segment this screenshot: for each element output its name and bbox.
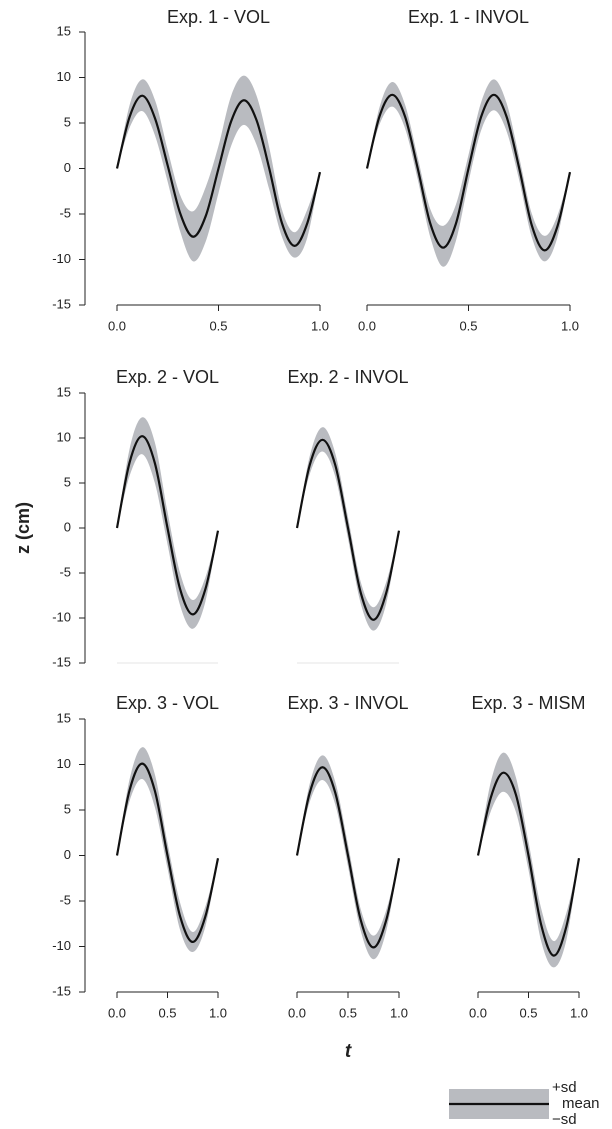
- y-tick-label: 15: [57, 384, 71, 399]
- y-tick-label: -15: [52, 983, 71, 998]
- x-tick-label: 1.0: [570, 1005, 588, 1020]
- y-tick-label: -5: [59, 564, 71, 579]
- x-tick-label: 1.0: [390, 1005, 408, 1020]
- y-tick-label: -15: [52, 296, 71, 311]
- y-tick-label: 15: [57, 23, 71, 38]
- panel-title: Exp. 1 - INVOL: [408, 7, 529, 27]
- y-tick-label: -10: [52, 938, 71, 953]
- y-tick-label: 10: [57, 429, 71, 444]
- legend-label: +sd: [552, 1079, 577, 1096]
- x-tick-label: 0.0: [288, 1005, 306, 1020]
- x-tick-label: 1.0: [561, 318, 579, 333]
- panel-title: Exp. 3 - INVOL: [287, 693, 408, 713]
- x-tick-label: 0.5: [459, 318, 477, 333]
- panel-title: Exp. 2 - VOL: [116, 367, 219, 387]
- y-tick-label: 5: [64, 474, 71, 489]
- mean-line: [365, 93, 572, 252]
- y-tick-label: -10: [52, 609, 71, 624]
- mean-line: [295, 766, 401, 949]
- mean-line: [115, 435, 220, 616]
- y-tick-label: 10: [57, 69, 71, 84]
- y-tick-label: 10: [57, 756, 71, 771]
- mean-line: [476, 771, 581, 957]
- x-tick-label: 0.0: [108, 318, 126, 333]
- x-tick-label: 0.5: [339, 1005, 357, 1020]
- y-axis-label: z (cm): [13, 502, 33, 554]
- y-tick-label: 0: [64, 160, 71, 175]
- mean-line: [115, 94, 322, 247]
- x-axis-label: t: [345, 1041, 352, 1062]
- panel-title: Exp. 3 - MISM: [471, 693, 585, 713]
- x-tick-label: 0.5: [209, 318, 227, 333]
- panel-title: Exp. 1 - VOL: [167, 7, 270, 27]
- x-tick-label: 1.0: [311, 318, 329, 333]
- panel-title: Exp. 3 - VOL: [116, 693, 219, 713]
- y-tick-label: 5: [64, 801, 71, 816]
- y-tick-label: -10: [52, 251, 71, 266]
- mean-line: [115, 762, 220, 944]
- y-tick-label: 0: [64, 519, 71, 534]
- y-tick-label: -15: [52, 654, 71, 669]
- y-tick-label: 0: [64, 847, 71, 862]
- mean-line: [295, 438, 401, 621]
- x-tick-label: 0.5: [158, 1005, 176, 1020]
- x-tick-label: 0.0: [358, 318, 376, 333]
- panel-title: Exp. 2 - INVOL: [287, 367, 408, 387]
- x-tick-label: 0.5: [519, 1005, 537, 1020]
- y-tick-label: -5: [59, 205, 71, 220]
- x-tick-label: 1.0: [209, 1005, 227, 1020]
- y-tick-label: 5: [64, 114, 71, 129]
- x-tick-label: 0.0: [108, 1005, 126, 1020]
- y-tick-label: -5: [59, 892, 71, 907]
- legend-label: −sd: [552, 1111, 577, 1128]
- legend-label: mean: [562, 1095, 600, 1112]
- y-tick-label: 15: [57, 710, 71, 725]
- x-tick-label: 0.0: [469, 1005, 487, 1020]
- sd-band: [117, 747, 218, 952]
